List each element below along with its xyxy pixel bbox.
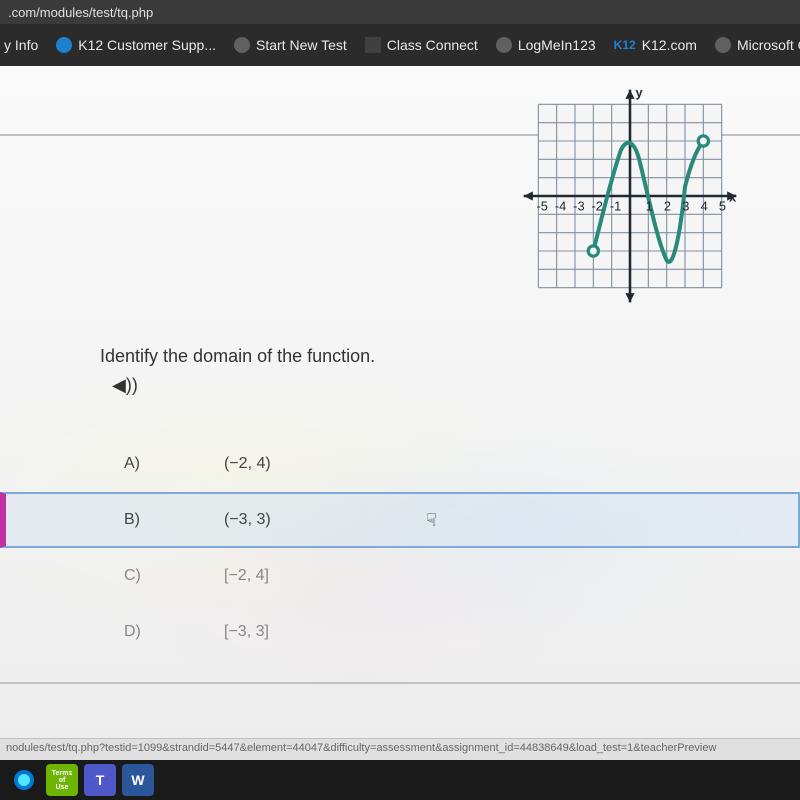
bookmark-item[interactable]: K12 Customer Supp... <box>56 37 216 53</box>
terms-icon[interactable]: TermsofUse <box>46 764 78 796</box>
word-icon[interactable]: W <box>122 764 154 796</box>
taskbar: TermsofUse T W <box>0 760 800 800</box>
question-section: Identify the domain of the function. ◀))… <box>100 346 800 660</box>
status-bar: nodules/test/tq.php?testid=1099&strandid… <box>0 738 800 760</box>
cursor-icon: ☟ <box>426 510 437 531</box>
bookmark-item[interactable]: Microsoft O <box>715 37 800 53</box>
svg-text:-2: -2 <box>592 199 603 214</box>
svg-text:5: 5 <box>719 199 726 214</box>
url-bar: .com/modules/test/tq.php <box>0 0 800 24</box>
answer-value: [−2, 4] <box>224 567 269 585</box>
bookmark-label: K12.com <box>642 37 697 53</box>
content-area: -5 -4 -3 -2 -1 12345 x y Identify the domain… <box>0 66 800 746</box>
globe-icon <box>234 37 250 53</box>
graph-svg: -5 -4 -3 -2 -1 12345 x y <box>520 86 740 306</box>
function-graph: -5 -4 -3 -2 -1 12345 x y <box>520 86 740 306</box>
svg-text:-5: -5 <box>537 199 548 214</box>
status-text: nodules/test/tq.php?testid=1099&strandid… <box>6 742 716 754</box>
answer-label: A) <box>124 455 224 473</box>
svg-text:y: y <box>636 86 644 100</box>
url-text: .com/modules/test/tq.php <box>8 5 153 20</box>
bookmark-item[interactable]: Start New Test <box>234 37 347 53</box>
svg-text:3: 3 <box>682 199 689 214</box>
bookmark-item[interactable]: Class Connect <box>365 37 478 53</box>
bookmark-label: y Info <box>4 37 38 53</box>
answer-choices: A) (−2, 4) B) (−3, 3) ☟ C) [−2, 4] D) [−… <box>100 436 800 660</box>
bookmark-item[interactable]: y Info <box>4 37 38 53</box>
bookmark-item[interactable]: K12 K12.com <box>614 37 697 53</box>
bookmark-label: K12 Customer Supp... <box>78 37 216 53</box>
answer-choice-b[interactable]: B) (−3, 3) ☟ <box>0 492 800 548</box>
answer-value: (−2, 4) <box>224 455 271 473</box>
divider-bottom <box>0 682 800 684</box>
bookmark-label: Microsoft O <box>737 37 800 53</box>
bookmark-label: Start New Test <box>256 37 347 53</box>
question-text: Identify the domain of the function. <box>100 346 800 367</box>
bookmark-label: LogMeIn123 <box>518 37 596 53</box>
globe-icon <box>496 37 512 53</box>
svg-text:-3: -3 <box>573 199 584 214</box>
class-icon <box>365 37 381 53</box>
svg-text:-1: -1 <box>610 199 621 214</box>
answer-label: D) <box>124 623 224 641</box>
svg-text:2: 2 <box>664 199 671 214</box>
answer-label: B) <box>124 511 224 529</box>
k12-text-icon: K12 <box>614 38 636 52</box>
bookmark-label: Class Connect <box>387 37 478 53</box>
k12-icon <box>56 37 72 53</box>
answer-choice-a[interactable]: A) (−2, 4) <box>100 436 800 492</box>
globe-icon <box>715 37 731 53</box>
answer-value: (−3, 3) <box>224 511 271 529</box>
teams-icon[interactable]: T <box>84 764 116 796</box>
svg-text:1: 1 <box>646 199 653 214</box>
answer-choice-c[interactable]: C) [−2, 4] <box>100 548 800 604</box>
bookmark-item[interactable]: LogMeIn123 <box>496 37 596 53</box>
audio-icon[interactable]: ◀)) <box>112 375 800 396</box>
bookmarks-bar: y Info K12 Customer Supp... Start New Te… <box>0 24 800 66</box>
answer-label: C) <box>124 567 224 585</box>
svg-text:-4: -4 <box>555 199 566 214</box>
svg-text:x: x <box>729 190 737 205</box>
answer-choice-d[interactable]: D) [−3, 3] <box>100 604 800 660</box>
edge-icon[interactable] <box>8 764 40 796</box>
svg-text:4: 4 <box>701 199 708 214</box>
answer-value: [−3, 3] <box>224 623 269 641</box>
